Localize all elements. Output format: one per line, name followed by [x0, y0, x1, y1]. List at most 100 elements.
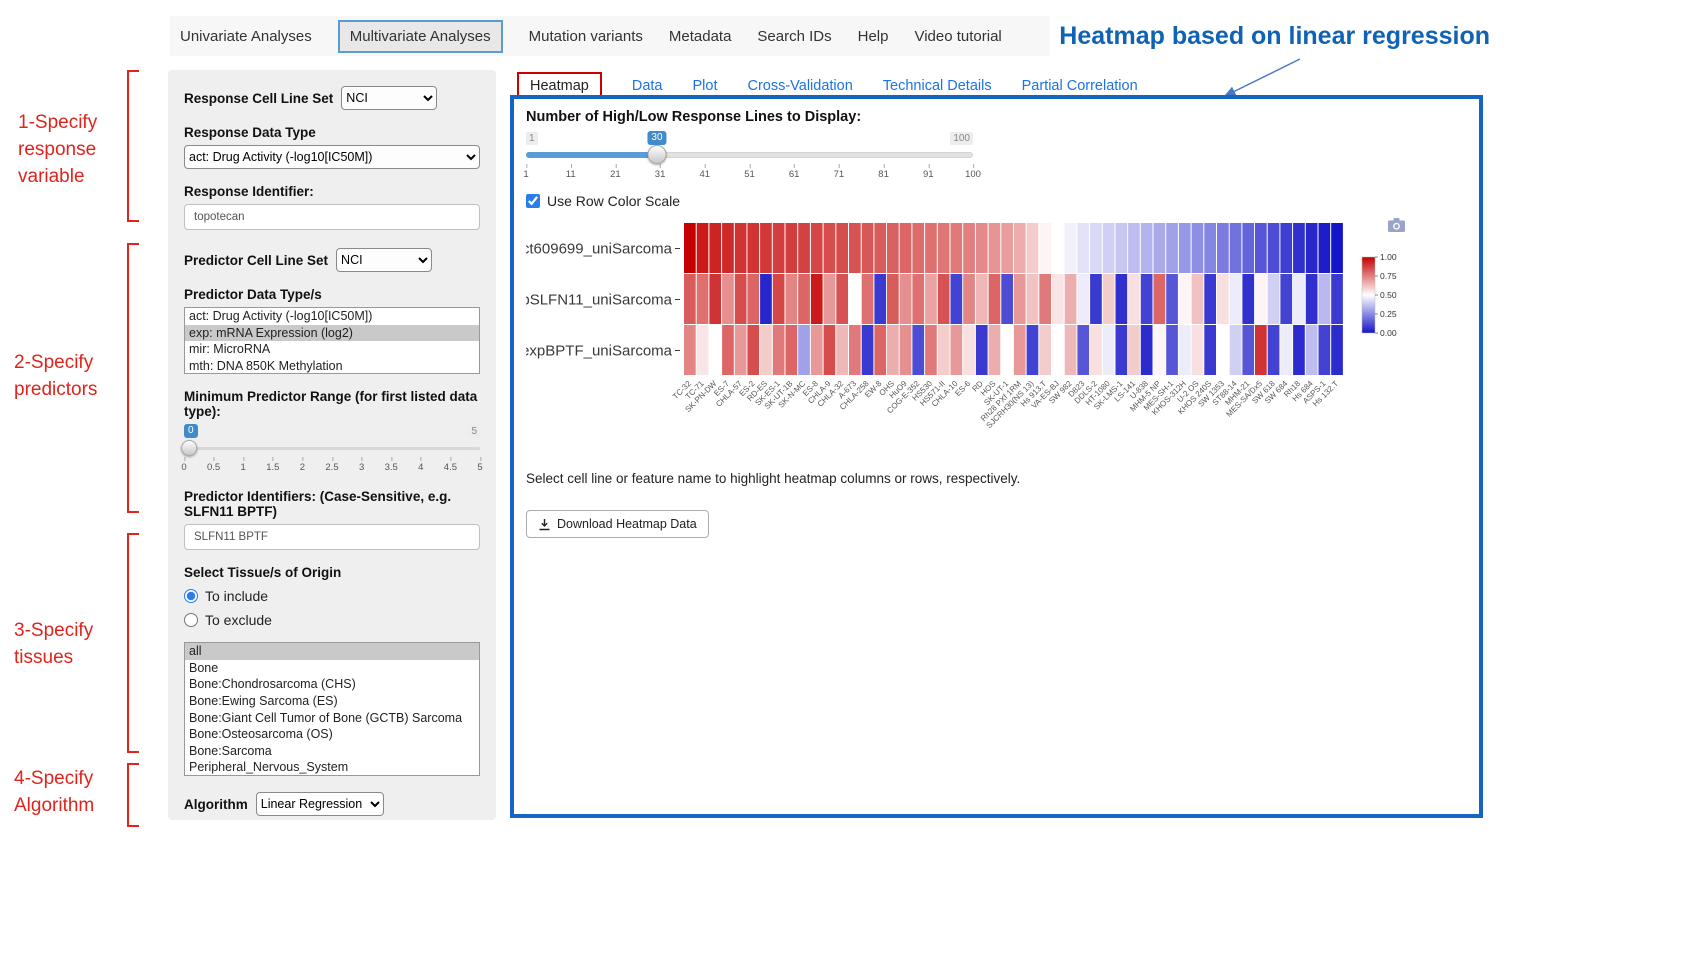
nav-tab-metadata[interactable]: Metadata — [668, 27, 732, 45]
nav-tab-video-tutorial[interactable]: Video tutorial — [914, 27, 1002, 45]
heatmap-cell[interactable] — [1140, 274, 1153, 324]
heatmap-cell[interactable] — [849, 325, 861, 375]
nav-tab-mutation-variants[interactable]: Mutation variants — [528, 27, 643, 45]
heatmap-cell[interactable] — [1280, 274, 1293, 324]
heatmap-cell[interactable] — [836, 325, 848, 375]
heatmap-cell[interactable] — [760, 274, 772, 324]
heatmap-cell[interactable] — [988, 274, 1001, 324]
heatmap-cell[interactable] — [1052, 274, 1064, 324]
slider-handle[interactable] — [181, 440, 198, 456]
heatmap-cell[interactable] — [1331, 325, 1343, 375]
heatmap-cell[interactable] — [1013, 223, 1026, 273]
tissue-include-radio[interactable]: To include — [184, 588, 480, 604]
nav-tab-univariate-analyses[interactable]: Univariate Analyses — [180, 27, 312, 45]
heatmap-cell[interactable] — [1026, 223, 1039, 273]
heatmap-cell[interactable] — [925, 223, 937, 273]
heatmap-cell[interactable] — [1178, 223, 1191, 273]
heatmap-cell[interactable] — [1166, 325, 1178, 375]
response-identifier-input[interactable] — [184, 204, 480, 230]
heatmap-cell[interactable] — [1153, 325, 1166, 375]
heatmap-cell[interactable] — [836, 274, 848, 324]
heatmap-cell[interactable] — [1115, 223, 1128, 273]
heatmap-cell[interactable] — [1267, 223, 1280, 273]
heatmap-cell[interactable] — [1026, 274, 1039, 324]
tissue-option[interactable]: Bone:Ewing Sarcoma (ES) — [189, 693, 338, 708]
tissue-option[interactable]: Bone:Chondrosarcoma (CHS) — [189, 677, 356, 692]
heatmap-cell[interactable] — [1077, 223, 1090, 273]
slider-track[interactable] — [184, 447, 480, 450]
heatmap-cell[interactable] — [684, 223, 696, 273]
heatmap-cell[interactable] — [1153, 274, 1166, 324]
heatmap-cell[interactable] — [1115, 325, 1128, 375]
heatmap-cell[interactable] — [925, 274, 937, 324]
nav-tab-search-ids[interactable]: Search IDs — [757, 27, 832, 45]
heatmap-cell[interactable] — [975, 223, 988, 273]
heatmap-cell[interactable] — [1077, 325, 1090, 375]
heatmap-cell[interactable] — [887, 274, 899, 324]
heatmap-cell[interactable] — [1166, 274, 1178, 324]
heatmap-cell[interactable] — [734, 325, 747, 375]
heatmap-cell[interactable] — [1318, 325, 1331, 375]
heatmap-cell[interactable] — [760, 223, 772, 273]
heatmap-cell[interactable] — [1128, 223, 1140, 273]
heatmap-cell[interactable] — [849, 274, 861, 324]
heatmap-cell[interactable] — [1001, 325, 1013, 375]
camera-icon[interactable] — [1388, 218, 1405, 232]
heatmap-cell[interactable] — [1090, 274, 1102, 324]
heatmap-cell[interactable] — [722, 223, 734, 273]
slider-handle[interactable] — [647, 145, 667, 164]
heatmap-cell[interactable] — [823, 274, 836, 324]
row-color-scale-checkbox[interactable]: Use Row Color Scale — [526, 193, 1467, 209]
heatmap-cell[interactable] — [798, 325, 810, 375]
heatmap-cell[interactable] — [810, 274, 823, 324]
heatmap-cell[interactable] — [912, 274, 925, 324]
heatmap-cell[interactable] — [1204, 274, 1216, 324]
heatmap-cell[interactable] — [1293, 274, 1305, 324]
heatmap-cell[interactable] — [1039, 223, 1051, 273]
heatmap-cell[interactable] — [785, 325, 798, 375]
heatmap-cell[interactable] — [709, 325, 722, 375]
heatmap-cell[interactable] — [899, 223, 912, 273]
heatmap-cell[interactable] — [1115, 274, 1128, 324]
heatmap-cell[interactable] — [1255, 223, 1267, 273]
heatmap-cell[interactable] — [1001, 274, 1013, 324]
heatmap-cell[interactable] — [1305, 274, 1318, 324]
heatmap-cell[interactable] — [722, 325, 734, 375]
heatmap-cell[interactable] — [798, 274, 810, 324]
tissue-option[interactable]: Bone — [189, 660, 219, 675]
heatmap-cell[interactable] — [709, 223, 722, 273]
predictor-identifiers-input[interactable] — [184, 524, 480, 550]
heatmap-cell[interactable] — [1013, 274, 1026, 324]
heatmap-cell[interactable] — [975, 325, 988, 375]
heatmap-cell[interactable] — [1255, 274, 1267, 324]
heatmap-cell[interactable] — [1039, 274, 1051, 324]
heatmap-cell[interactable] — [1267, 274, 1280, 324]
heatmap-cell[interactable] — [861, 274, 874, 324]
heatmap-cell[interactable] — [1001, 223, 1013, 273]
heatmap-cell[interactable] — [810, 325, 823, 375]
heatmap-cell[interactable] — [823, 223, 836, 273]
heatmap-cell[interactable] — [1064, 325, 1077, 375]
heatmap-cell[interactable] — [1102, 274, 1115, 324]
min-predictor-range-slider[interactable]: 0 5 0 0.5 1 1.5 2 2.5 3 3.5 4 4.5 5 — [181, 424, 483, 474]
predictor-data-types-listbox[interactable]: act: Drug Activity (-log10[IC50M]) exp: m… — [184, 307, 480, 374]
heatmap-cell[interactable] — [887, 325, 899, 375]
tissue-exclude-radio-input[interactable] — [184, 613, 198, 627]
tissue-option[interactable]: Bone:Sarcoma — [189, 743, 272, 758]
heatmap-cell[interactable] — [696, 325, 709, 375]
heatmap-cell[interactable] — [975, 274, 988, 324]
heatmap-cell[interactable] — [696, 223, 709, 273]
heatmap-cell[interactable] — [1229, 223, 1242, 273]
heatmap-cell[interactable] — [963, 325, 975, 375]
heatmap-row-label[interactable]: expSLFN11_uniSarcoma — [506, 292, 673, 309]
download-heatmap-data-button[interactable]: Download Heatmap Data — [526, 510, 709, 538]
tissue-include-radio-input[interactable] — [184, 589, 198, 603]
predictor-data-type-option[interactable]: exp: mRNA Expression (log2) — [185, 324, 479, 342]
heatmap-cell[interactable] — [798, 223, 810, 273]
heatmap-cell[interactable] — [1052, 223, 1064, 273]
row-color-scale-checkbox-input[interactable] — [526, 194, 540, 208]
heatmap-cell[interactable] — [1217, 223, 1229, 273]
heatmap-row-label[interactable]: expBPTF_uniSarcoma — [521, 343, 673, 360]
heatmap-cell[interactable] — [1255, 325, 1267, 375]
heatmap-cell[interactable] — [1280, 325, 1293, 375]
